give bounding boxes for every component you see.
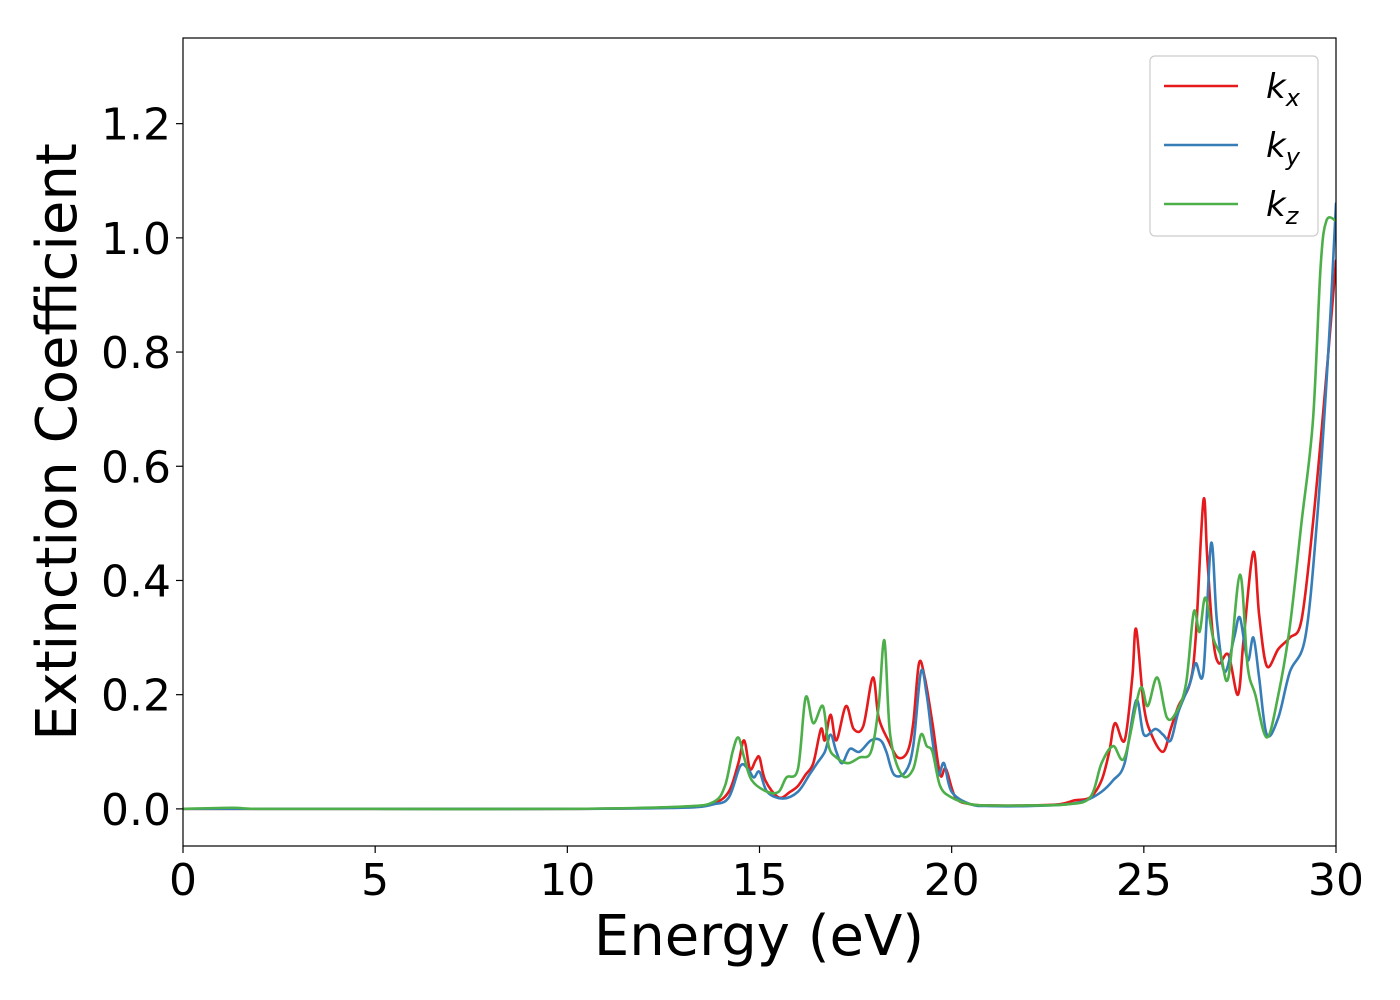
y-tick-label: 0.2	[101, 671, 171, 722]
x-tick-label: 0	[169, 855, 197, 906]
x-tick-label: 5	[361, 855, 389, 906]
axes: 0 5 10 15 20 25 30 0.0 0.2 0.4 0.6 0.8 1.0 1.2	[101, 37, 1364, 906]
y-axis-label: Extinction Coefficient	[25, 143, 90, 741]
legend-label-subscript: x	[1285, 84, 1301, 112]
y-tick-label: 1.2	[101, 100, 171, 151]
y-tick-label: 0.8	[101, 328, 171, 379]
x-tick-label: 10	[539, 855, 595, 906]
y-tick-label: 0.0	[101, 785, 171, 836]
x-tick-label: 15	[732, 855, 788, 906]
y-tick-label: 0.6	[101, 442, 171, 493]
y-tick-label: 1.0	[101, 214, 171, 265]
series-line-kz	[183, 216, 1336, 811]
x-tick-label: 30	[1308, 855, 1364, 906]
x-axis-label: Energy (eV)	[594, 904, 924, 969]
x-tick-label: 25	[1116, 855, 1172, 906]
legend-label-subscript: y	[1285, 143, 1301, 171]
legend-label-subscript: z	[1285, 202, 1300, 230]
y-tick-label: 0.4	[101, 556, 171, 607]
series-line-ky	[183, 202, 1336, 811]
x-tick-label: 20	[924, 855, 980, 906]
plot-area	[183, 202, 1336, 811]
